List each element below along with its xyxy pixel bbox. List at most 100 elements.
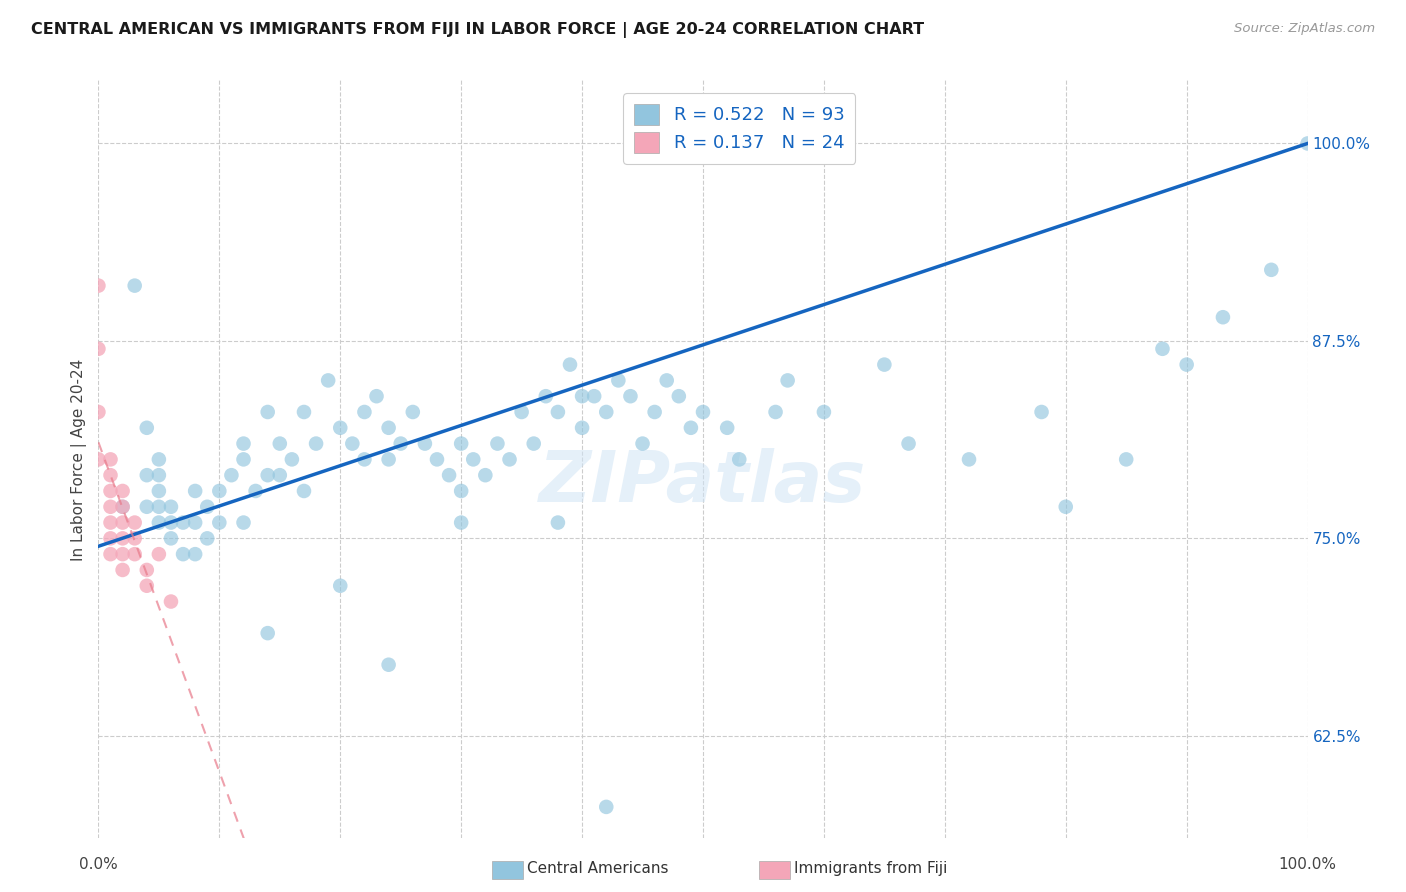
Point: [631, 436, 654, 450]
Point: [679, 421, 702, 435]
Point: [111, 563, 134, 577]
Point: [172, 516, 194, 530]
Point: [100, 483, 122, 498]
Point: [366, 389, 388, 403]
Point: [389, 436, 412, 450]
Point: [100, 516, 122, 530]
Point: [111, 547, 134, 561]
Point: [571, 389, 593, 403]
Point: [256, 468, 278, 483]
Point: [353, 405, 375, 419]
Point: [377, 452, 399, 467]
Point: [148, 468, 170, 483]
Point: [776, 373, 799, 387]
Text: CENTRAL AMERICAN VS IMMIGRANTS FROM FIJI IN LABOR FORCE | AGE 20-24 CORRELATION : CENTRAL AMERICAN VS IMMIGRANTS FROM FIJI…: [31, 22, 924, 38]
Point: [402, 405, 425, 419]
Point: [148, 483, 170, 498]
Point: [111, 516, 134, 530]
Point: [135, 421, 157, 435]
Point: [463, 452, 485, 467]
Text: Source: ZipAtlas.com: Source: ZipAtlas.com: [1234, 22, 1375, 36]
Point: [111, 500, 134, 514]
Point: [221, 468, 243, 483]
Text: Immigrants from Fiji: Immigrants from Fiji: [794, 862, 948, 876]
Point: [111, 500, 134, 514]
Point: [377, 657, 399, 672]
Point: [184, 483, 207, 498]
Point: [450, 436, 472, 450]
Point: [716, 421, 738, 435]
Point: [292, 483, 315, 498]
Point: [160, 516, 183, 530]
Point: [619, 389, 641, 403]
Point: [160, 500, 183, 514]
Point: [256, 405, 278, 419]
Point: [135, 468, 157, 483]
Point: [607, 373, 630, 387]
Point: [571, 421, 593, 435]
Point: [728, 452, 751, 467]
Point: [534, 389, 557, 403]
Point: [232, 452, 254, 467]
Point: [644, 405, 666, 419]
Point: [595, 800, 617, 814]
Point: [655, 373, 678, 387]
Point: [873, 358, 896, 372]
Point: [342, 436, 364, 450]
Point: [148, 547, 170, 561]
Point: [329, 421, 352, 435]
Text: Central Americans: Central Americans: [527, 862, 669, 876]
Point: [87, 278, 110, 293]
Point: [184, 516, 207, 530]
Point: [148, 516, 170, 530]
Point: [195, 532, 218, 546]
Point: [87, 405, 110, 419]
Point: [111, 532, 134, 546]
Point: [813, 405, 835, 419]
Point: [1296, 136, 1319, 151]
Point: [668, 389, 690, 403]
Point: [100, 532, 122, 546]
Point: [413, 436, 436, 450]
Point: [124, 516, 146, 530]
Point: [957, 452, 980, 467]
Point: [269, 468, 291, 483]
Point: [1115, 452, 1137, 467]
Point: [124, 547, 146, 561]
Point: [148, 500, 170, 514]
Point: [353, 452, 375, 467]
Point: [437, 468, 460, 483]
Point: [1054, 500, 1077, 514]
Point: [305, 436, 328, 450]
Point: [486, 436, 509, 450]
Point: [160, 594, 183, 608]
Point: [1152, 342, 1174, 356]
Point: [111, 483, 134, 498]
Point: [450, 483, 472, 498]
Point: [135, 500, 157, 514]
Point: [195, 500, 218, 514]
Point: [148, 452, 170, 467]
Y-axis label: In Labor Force | Age 20-24: In Labor Force | Age 20-24: [72, 359, 87, 560]
Point: [450, 516, 472, 530]
Legend: R = 0.522   N = 93, R = 0.137   N = 24: R = 0.522 N = 93, R = 0.137 N = 24: [623, 93, 855, 164]
Point: [474, 468, 496, 483]
Point: [87, 452, 110, 467]
Point: [87, 342, 110, 356]
Point: [184, 547, 207, 561]
Point: [583, 389, 606, 403]
Point: [232, 516, 254, 530]
Point: [1175, 358, 1198, 372]
Point: [692, 405, 714, 419]
Point: [547, 405, 569, 419]
Point: [1260, 263, 1282, 277]
Text: 100.0%: 100.0%: [1278, 857, 1337, 872]
Point: [100, 500, 122, 514]
Point: [269, 436, 291, 450]
Point: [172, 547, 194, 561]
Point: [1031, 405, 1053, 419]
Point: [245, 483, 267, 498]
Point: [100, 452, 122, 467]
Point: [292, 405, 315, 419]
Point: [232, 436, 254, 450]
